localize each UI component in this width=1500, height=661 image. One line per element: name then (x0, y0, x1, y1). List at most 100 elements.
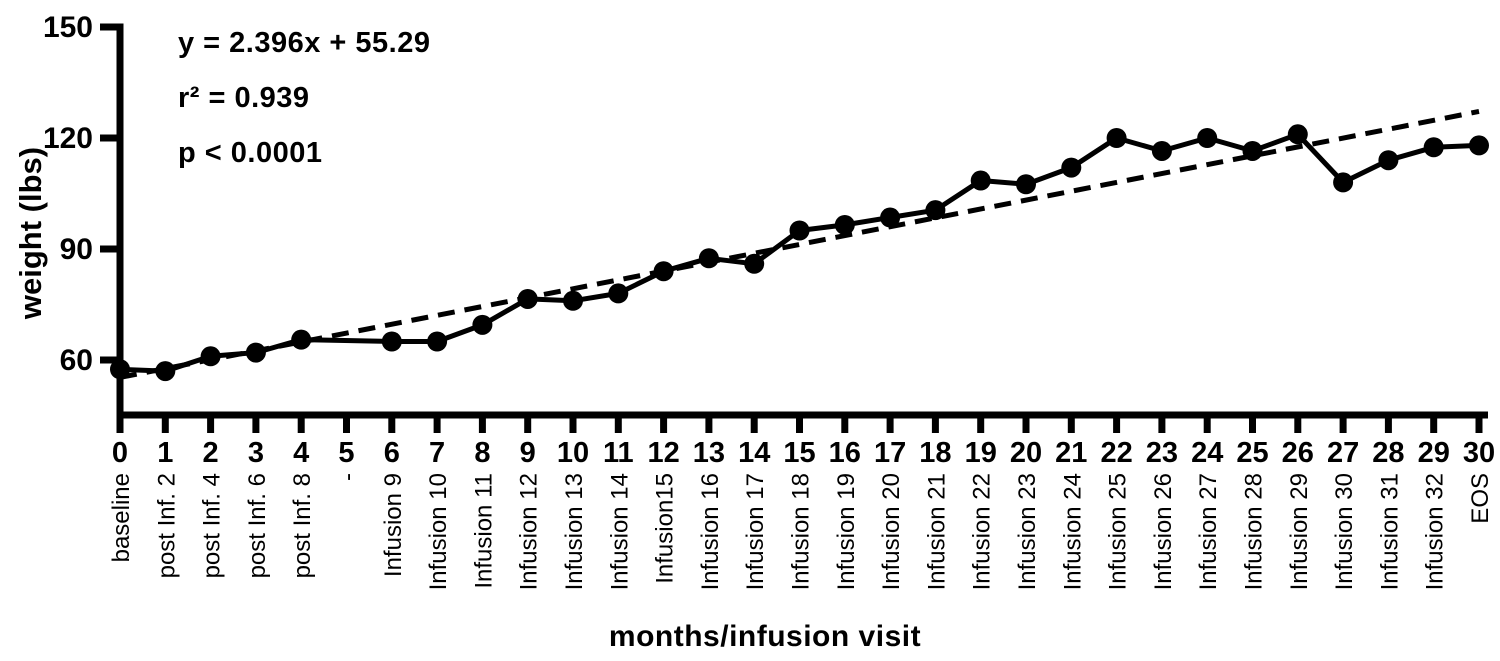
data-point (1333, 172, 1354, 193)
x-tick-label: 3 (248, 437, 264, 469)
x-visit-label: Infusion 28 (1241, 473, 1268, 590)
p-value: p < 0.0001 (178, 137, 323, 169)
x-visit-label: EOS (1467, 473, 1494, 524)
x-visit-label: post Inf. 8 (289, 473, 316, 578)
x-tick-label: 8 (474, 437, 490, 469)
x-tick-label: 29 (1418, 437, 1450, 469)
y-tick-label: 120 (43, 122, 93, 155)
x-tick-label: 27 (1327, 437, 1359, 469)
x-visit-label: Infusion 22 (969, 473, 996, 590)
data-point (155, 361, 176, 382)
x-visit-label: Infusion 20 (878, 473, 905, 590)
data-point (880, 207, 901, 228)
data-point (1061, 157, 1082, 178)
x-visit-label: baseline (108, 473, 135, 562)
x-tick-label: 12 (647, 437, 679, 469)
data-point (427, 331, 448, 352)
x-axis-title: months/infusion visit (608, 620, 922, 653)
data-point (1469, 135, 1489, 156)
x-visit-label: Infusion 24 (1059, 473, 1086, 590)
x-tick-label: 22 (1100, 437, 1132, 469)
x-tick-label: 23 (1146, 437, 1178, 469)
x-tick-label: 18 (919, 437, 951, 469)
x-tick-label: 9 (520, 437, 536, 469)
x-visit-label: - (335, 473, 362, 481)
data-point (744, 253, 765, 274)
x-visit-label: post Inf. 2 (153, 473, 180, 578)
data-point (925, 200, 946, 221)
x-visit-label: Infusion 19 (833, 473, 860, 590)
x-visit-label: Infusion 17 (742, 473, 769, 590)
x-visit-label: post Inf. 4 (199, 473, 226, 578)
r-squared-value: r² = 0.939 (178, 82, 310, 114)
data-point (970, 170, 991, 191)
data-point (1378, 150, 1399, 171)
x-tick-label: 1 (157, 437, 173, 469)
x-tick-label: 6 (384, 437, 400, 469)
data-point (608, 283, 629, 304)
regression-stats: y = 2.396x + 55.29 r² = 0.939 p < 0.0001 (178, 26, 431, 191)
data-point (834, 214, 855, 235)
x-tick-label: 0 (112, 437, 128, 469)
y-tick-label: 150 (43, 11, 93, 44)
data-point (1151, 140, 1172, 161)
x-visit-label: Infusion 32 (1422, 473, 1449, 590)
x-tick-label: 17 (874, 437, 906, 469)
x-tick-label: 10 (557, 437, 589, 469)
x-tick-label: 16 (829, 437, 861, 469)
data-point (291, 329, 312, 350)
x-tick-label: 21 (1055, 437, 1087, 469)
x-tick-label: 20 (1010, 437, 1042, 469)
data-point (245, 342, 266, 363)
x-visit-label: Infusion 30 (1331, 473, 1358, 590)
x-visit-label: Infusion 16 (697, 473, 724, 590)
data-point (1423, 137, 1444, 158)
regression-equation: y = 2.396x + 55.29 (178, 27, 431, 59)
x-visit-label: Infusion 14 (606, 473, 633, 590)
x-tick-label: 4 (293, 437, 309, 469)
x-visit-label: Infusion 11 (470, 473, 497, 589)
y-tick-label: 60 (60, 344, 93, 377)
data-point (517, 288, 538, 309)
y-tick-label: 90 (60, 233, 93, 266)
x-visit-label: Infusion 13 (561, 473, 588, 590)
data-point (1106, 128, 1127, 148)
x-visit-label: Infusion 29 (1286, 473, 1313, 590)
regression-line (119, 109, 1480, 380)
x-tick-label: 7 (429, 437, 445, 469)
x-tick-label: 19 (965, 437, 997, 469)
x-visit-label: Infusion 26 (1150, 473, 1177, 590)
x-tick-label: 25 (1236, 437, 1268, 469)
data-point (472, 314, 493, 335)
x-tick-label: 15 (783, 437, 815, 469)
data-point (1197, 128, 1218, 148)
x-visit-label: Infusion 12 (516, 473, 543, 590)
x-tick-label: 24 (1191, 437, 1223, 469)
data-point (1016, 174, 1036, 195)
x-visit-label: Infusion 27 (1195, 473, 1222, 590)
y-axis-title: weight (lbs) (13, 146, 48, 320)
x-visit-label: Infusion 9 (380, 473, 407, 577)
data-point (563, 290, 583, 311)
data-point (789, 220, 810, 241)
x-tick-label: 26 (1282, 437, 1314, 469)
data-point (698, 248, 719, 269)
data-point (653, 261, 674, 282)
x-visit-label: Infusion 21 (923, 473, 950, 590)
x-visit-label: Infusion 23 (1014, 473, 1041, 590)
data-point (381, 331, 402, 352)
data-point (1242, 140, 1263, 161)
x-tick-label: 14 (738, 437, 770, 469)
data-point (1287, 124, 1308, 145)
x-tick-label: 2 (203, 437, 219, 469)
data-point (200, 346, 221, 367)
x-tick-label: 5 (338, 437, 354, 469)
x-visit-label: post Inf. 6 (244, 473, 271, 578)
x-tick-label: 28 (1372, 437, 1404, 469)
x-visit-label: Infusion 25 (1105, 473, 1132, 590)
x-visit-label: Infusion 10 (425, 473, 452, 590)
x-visit-label: Infusion 18 (788, 473, 815, 590)
x-visit-label: Infusion15 (652, 473, 679, 584)
